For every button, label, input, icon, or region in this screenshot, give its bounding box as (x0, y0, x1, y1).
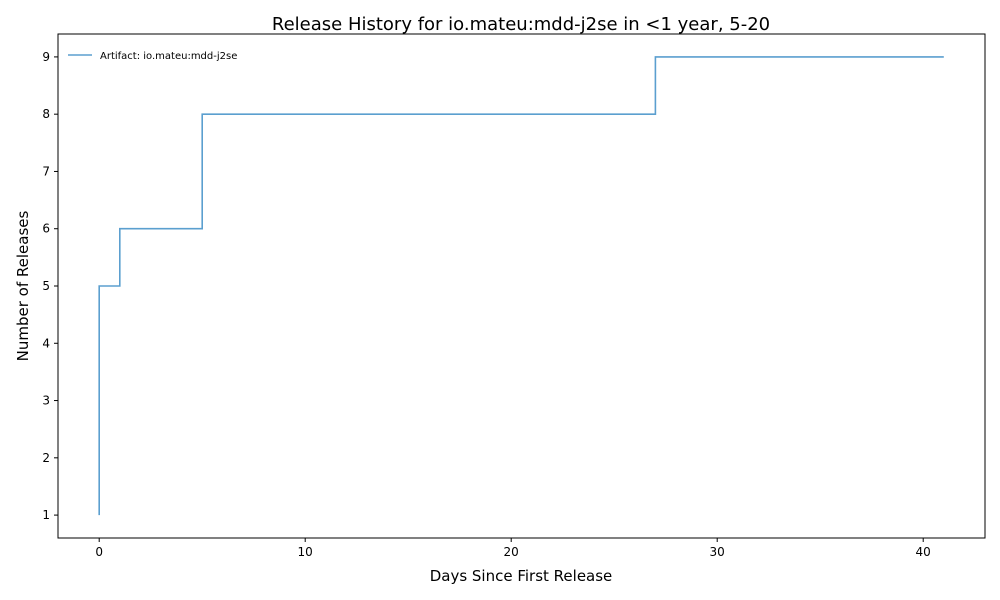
y-tick-label: 2 (42, 451, 50, 465)
x-tick-label: 40 (916, 545, 931, 559)
x-tick-label: 0 (95, 545, 103, 559)
series-line (98, 56, 944, 516)
y-tick-label: 4 (42, 336, 50, 350)
y-tick-label: 5 (42, 279, 50, 293)
y-tick-label: 6 (42, 222, 50, 236)
y-tick-label: 9 (42, 50, 50, 64)
y-tick-label: 3 (42, 394, 50, 408)
legend-label: Artifact: io.mateu:mdd-j2se (100, 51, 237, 62)
chart-title: Release History for io.mateu:mdd-j2se in… (272, 14, 770, 35)
x-axis-label: Days Since First Release (430, 567, 613, 585)
plot-area (57, 33, 986, 539)
legend: Artifact: io.mateu:mdd-j2se (68, 51, 237, 62)
ticks: 0 10 20 30 40 1 2 3 4 5 6 7 8 9 (42, 50, 930, 559)
y-tick-label: 8 (42, 107, 50, 121)
y-tick-label: 7 (42, 164, 50, 178)
y-tick-label: 1 (42, 508, 50, 522)
y-axis-label: Number of Releases (14, 210, 32, 361)
x-tick-label: 30 (710, 545, 725, 559)
x-tick-label: 10 (298, 545, 313, 559)
x-tick-label: 20 (504, 545, 519, 559)
